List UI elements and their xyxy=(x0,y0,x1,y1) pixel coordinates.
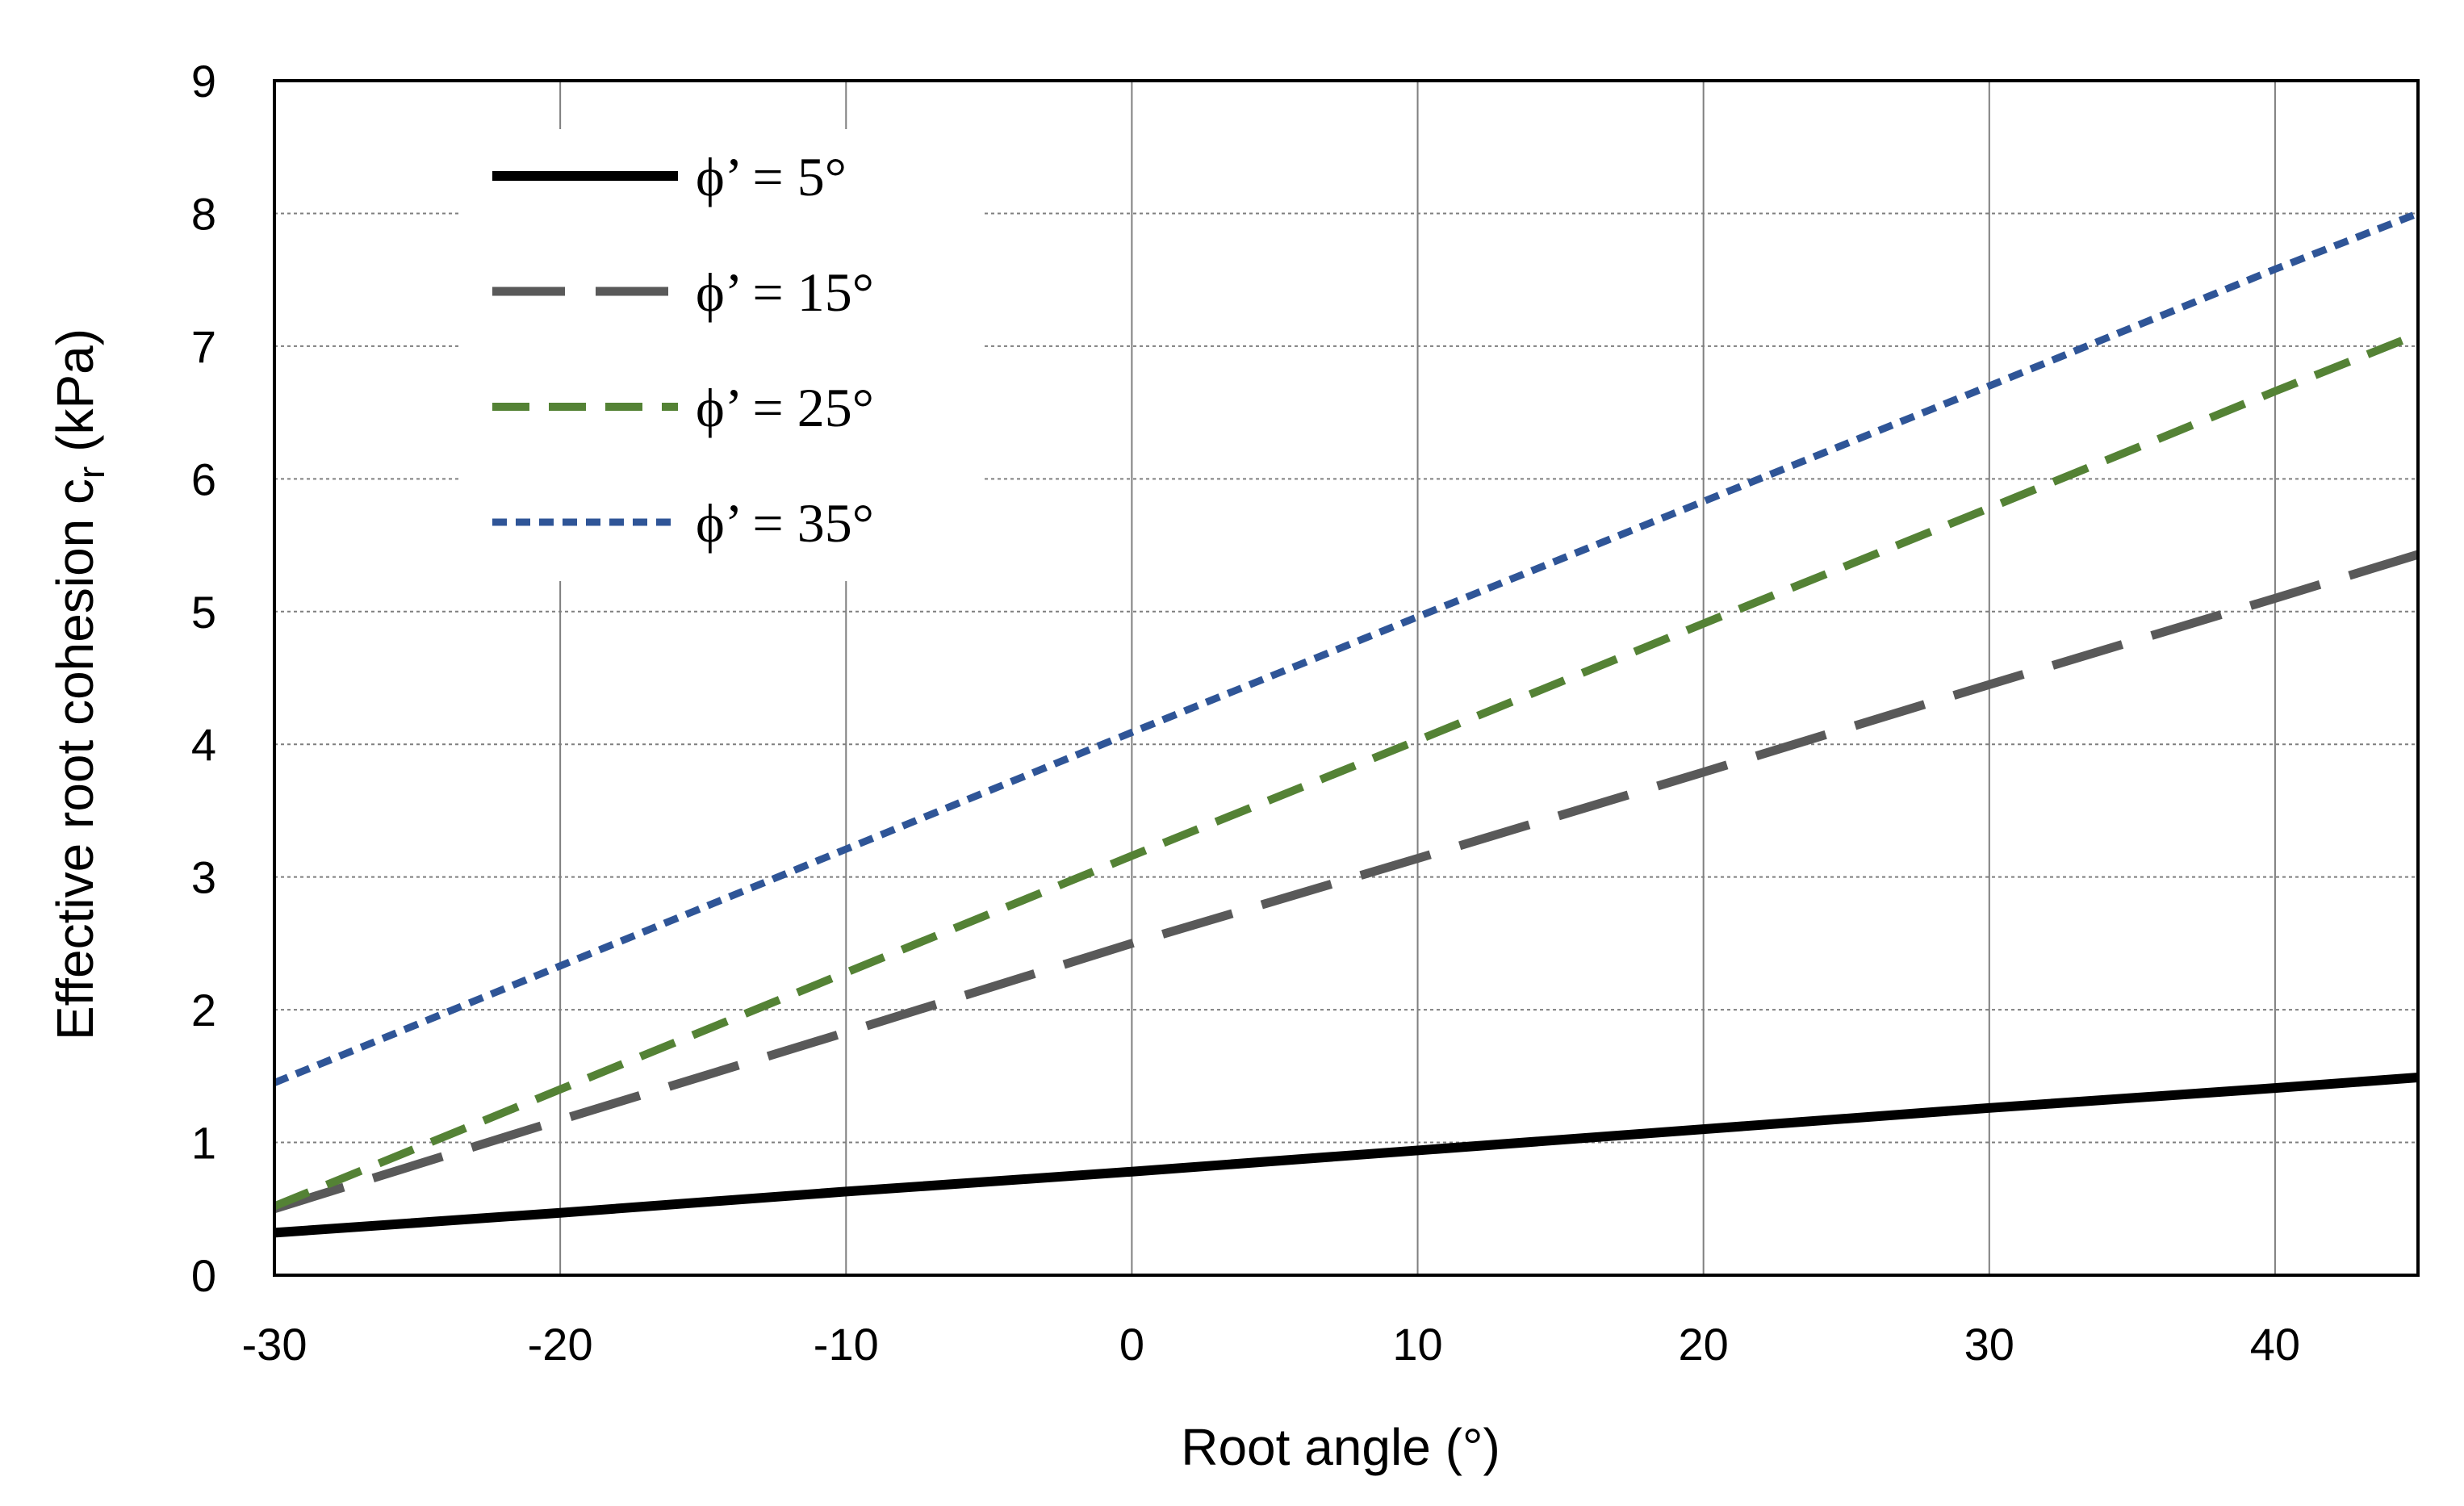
y-tick-label: 2 xyxy=(191,985,216,1035)
series-line-2 xyxy=(273,550,2420,1214)
legend-label-1: ϕ’ = 5° xyxy=(696,146,847,207)
x-tick-label: 30 xyxy=(1964,1319,2014,1370)
y-tick-label: 8 xyxy=(191,188,216,239)
y-axis-title-unit: (kPa) xyxy=(46,328,104,466)
y-tick-label: 0 xyxy=(191,1250,216,1301)
y-tick-label: 3 xyxy=(191,852,216,903)
x-tick-label: -20 xyxy=(528,1319,593,1370)
y-tick-label: 5 xyxy=(191,587,216,638)
legend: ϕ’ = 5° ϕ’ = 15° ϕ’ = 25° ϕ’ = 35° xyxy=(460,129,985,581)
legend-label-4: ϕ’ = 35° xyxy=(696,492,874,554)
y-tick-label: 7 xyxy=(191,321,216,372)
legend-box xyxy=(460,129,985,581)
x-tick-label: -10 xyxy=(814,1319,879,1370)
legend-label-2: ϕ’ = 15° xyxy=(696,261,874,323)
y-tick-label: 6 xyxy=(191,454,216,504)
series-line-4 xyxy=(273,210,2420,1086)
x-tick-label: 20 xyxy=(1679,1319,1729,1370)
tick-labels: -30 -20 -10 0 10 20 30 40 0 1 2 3 4 5 6 7 8 9 xyxy=(191,56,2300,1370)
plot-frame xyxy=(273,79,2420,1277)
x-tick-label: 10 xyxy=(1392,1319,1442,1370)
x-tick-label: -30 xyxy=(242,1319,307,1370)
x-tick-label: 0 xyxy=(1119,1319,1144,1370)
y-tick-label: 1 xyxy=(191,1118,216,1169)
y-tick-label: 4 xyxy=(191,719,216,770)
series-line-3 xyxy=(273,330,2420,1211)
x-axis-title: Root angle (°) xyxy=(1181,1418,1500,1476)
legend-label-3: ϕ’ = 25° xyxy=(696,377,874,438)
y-axis-title-subscript: r xyxy=(70,466,112,479)
series-lines xyxy=(273,210,2420,1238)
y-axis-title: Effective root cohesion cr (kPa) xyxy=(46,328,112,1040)
y-tick-label: 9 xyxy=(191,56,216,107)
x-tick-label: 40 xyxy=(2250,1319,2300,1370)
series-line-1 xyxy=(274,1072,2419,1238)
y-axis-title-main: Effective root cohesion c xyxy=(46,479,104,1040)
